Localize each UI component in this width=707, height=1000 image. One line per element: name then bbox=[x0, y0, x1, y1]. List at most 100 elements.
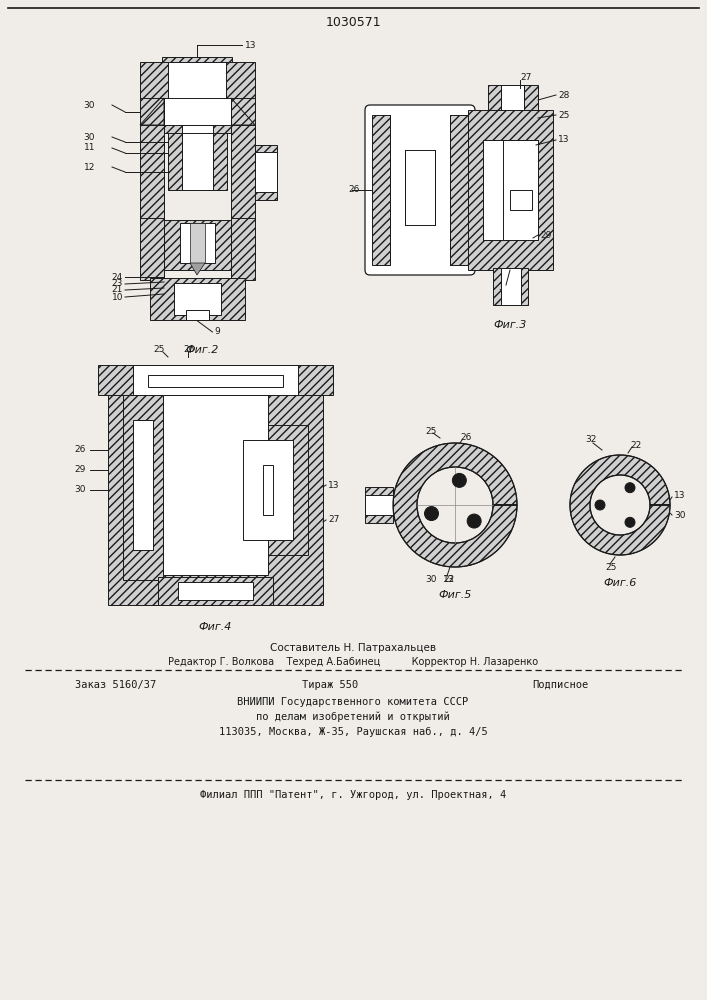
Bar bbox=[483, 140, 538, 240]
Bar bbox=[503, 185, 538, 215]
Circle shape bbox=[625, 517, 635, 527]
Text: 30: 30 bbox=[83, 132, 95, 141]
Polygon shape bbox=[140, 98, 164, 125]
Text: 113035, Москва, Ж-35, Раушская наб., д. 4/5: 113035, Москва, Ж-35, Раушская наб., д. … bbox=[218, 727, 487, 737]
Bar bbox=[488, 85, 538, 110]
Bar bbox=[148, 375, 283, 387]
Bar bbox=[140, 218, 164, 280]
Bar bbox=[501, 85, 524, 110]
Bar bbox=[182, 125, 213, 133]
Bar bbox=[243, 440, 293, 540]
Bar bbox=[263, 465, 273, 515]
Bar bbox=[178, 582, 253, 600]
Bar bbox=[228, 425, 308, 555]
Bar bbox=[140, 62, 255, 100]
Text: 30: 30 bbox=[83, 101, 95, 109]
Bar bbox=[468, 110, 553, 270]
Bar bbox=[450, 115, 468, 265]
Bar bbox=[405, 150, 435, 225]
Text: 29: 29 bbox=[540, 231, 551, 239]
Text: 26: 26 bbox=[183, 346, 194, 355]
Bar bbox=[501, 268, 521, 305]
Bar bbox=[150, 278, 245, 320]
Text: Составитель Н. Патрахальцев: Составитель Н. Патрахальцев bbox=[270, 643, 436, 653]
Bar bbox=[164, 98, 231, 125]
Bar bbox=[174, 283, 221, 315]
Polygon shape bbox=[570, 455, 670, 555]
Circle shape bbox=[452, 473, 467, 487]
Bar bbox=[180, 223, 215, 263]
Circle shape bbox=[625, 483, 635, 493]
Text: 13: 13 bbox=[558, 135, 570, 144]
Circle shape bbox=[424, 507, 438, 521]
Bar bbox=[190, 223, 205, 263]
Text: 1030571: 1030571 bbox=[325, 15, 381, 28]
Text: 21: 21 bbox=[112, 286, 123, 294]
Bar bbox=[365, 495, 393, 515]
Text: 22: 22 bbox=[443, 574, 455, 584]
Bar bbox=[158, 577, 273, 605]
Text: 29: 29 bbox=[75, 466, 86, 475]
Text: Подписное: Подписное bbox=[532, 680, 588, 690]
Bar bbox=[365, 487, 393, 523]
Bar bbox=[253, 455, 283, 525]
Polygon shape bbox=[393, 443, 517, 567]
Text: 13: 13 bbox=[443, 574, 455, 584]
Polygon shape bbox=[190, 263, 205, 275]
Bar bbox=[231, 218, 255, 280]
Text: Заказ 5160/37: Заказ 5160/37 bbox=[75, 680, 156, 690]
Text: по делам изобретений и открытий: по делам изобретений и открытий bbox=[256, 712, 450, 722]
Bar bbox=[133, 420, 153, 550]
Text: 23: 23 bbox=[112, 279, 123, 288]
Text: 30: 30 bbox=[674, 510, 686, 520]
Text: 26: 26 bbox=[348, 186, 359, 194]
Text: 26: 26 bbox=[460, 434, 472, 442]
Bar bbox=[186, 310, 209, 320]
Text: 32: 32 bbox=[585, 436, 597, 444]
Text: ВНИИПИ Государственного комитета СССР: ВНИИПИ Государственного комитета СССР bbox=[238, 697, 469, 707]
Text: Фиг.2: Фиг.2 bbox=[186, 345, 219, 355]
Text: Фиг.3: Фиг.3 bbox=[493, 320, 527, 330]
Bar bbox=[108, 395, 323, 605]
Bar bbox=[140, 98, 164, 125]
FancyBboxPatch shape bbox=[365, 105, 475, 275]
Bar bbox=[98, 365, 333, 395]
Polygon shape bbox=[231, 98, 255, 125]
Text: 11: 11 bbox=[83, 143, 95, 152]
Bar bbox=[510, 190, 532, 210]
Text: Фиг.4: Фиг.4 bbox=[198, 622, 232, 632]
Circle shape bbox=[467, 514, 481, 528]
Bar bbox=[231, 125, 255, 220]
Bar bbox=[168, 62, 226, 100]
Text: Тираж 550: Тираж 550 bbox=[302, 680, 358, 690]
Bar bbox=[164, 125, 231, 133]
Bar bbox=[503, 140, 538, 240]
Text: 30: 30 bbox=[425, 574, 436, 584]
Bar bbox=[133, 365, 298, 395]
Text: Редактор Г. Волкова    Техред А.Бабинец          Корректор Н. Лазаренко: Редактор Г. Волкова Техред А.Бабинец Кор… bbox=[168, 657, 538, 667]
Text: 22: 22 bbox=[630, 440, 641, 450]
Text: 25: 25 bbox=[153, 346, 164, 355]
Bar bbox=[255, 152, 277, 192]
Text: 26: 26 bbox=[75, 446, 86, 454]
Text: 30: 30 bbox=[74, 486, 86, 494]
Bar bbox=[493, 268, 528, 305]
Text: 12: 12 bbox=[83, 162, 95, 172]
Text: 24: 24 bbox=[112, 272, 123, 282]
Text: Фиг.5: Фиг.5 bbox=[438, 590, 472, 600]
Text: Фиг.6: Фиг.6 bbox=[603, 578, 637, 588]
Text: 25: 25 bbox=[605, 562, 617, 572]
Text: 25: 25 bbox=[558, 110, 569, 119]
Bar bbox=[140, 125, 164, 220]
Bar bbox=[182, 130, 213, 190]
Bar bbox=[168, 130, 182, 190]
Circle shape bbox=[595, 500, 605, 510]
Text: 13: 13 bbox=[674, 490, 686, 499]
Text: 10: 10 bbox=[112, 292, 123, 302]
Text: 28: 28 bbox=[558, 91, 569, 100]
Bar bbox=[213, 130, 227, 190]
Bar bbox=[372, 115, 390, 265]
Bar bbox=[231, 98, 255, 125]
Bar bbox=[163, 395, 268, 575]
Bar bbox=[123, 395, 163, 580]
